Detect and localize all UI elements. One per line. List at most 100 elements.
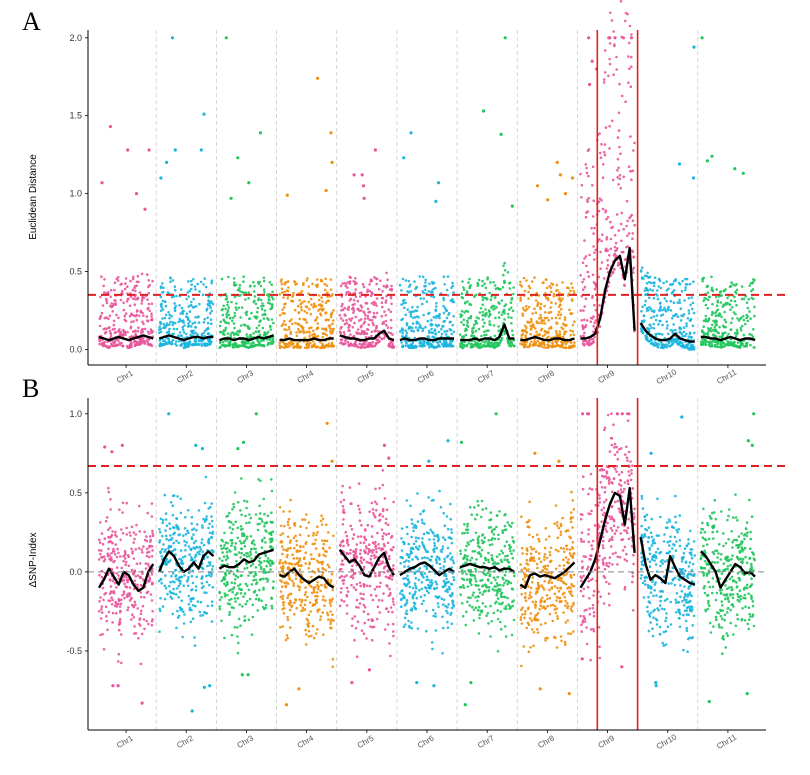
snp-point [738,345,741,348]
snp-point [221,560,224,563]
snp-point [540,303,543,306]
snp-point [752,288,755,291]
snp-point [194,321,197,324]
outlier-point [135,192,138,195]
snp-point [118,330,121,333]
snp-point [310,585,313,588]
snp-point [148,551,151,554]
snp-point [126,502,129,505]
snp-point [702,325,705,328]
snp-point [702,300,705,303]
snp-point [146,315,149,318]
snp-point [706,285,709,288]
snp-point [510,307,513,310]
snp-point [310,576,313,579]
snp-point [179,591,182,594]
snp-point [657,323,660,326]
snp-point [240,592,243,595]
snp-point [123,330,126,333]
snp-point [534,344,537,347]
snp-point [498,342,501,345]
snp-point [206,317,209,320]
snp-point [625,225,628,228]
snp-point [198,344,201,347]
snp-point [321,327,324,330]
snp-point [464,302,467,305]
snp-point [328,566,331,569]
snp-point [119,283,122,286]
snp-point [364,314,367,317]
snp-point [322,344,325,347]
snp-point [107,528,110,531]
snp-point [322,599,325,602]
snp-point [659,280,662,283]
snp-point [254,571,257,574]
snp-point [428,312,431,315]
snp-point [385,324,388,327]
snp-point [180,344,183,347]
snp-point [129,315,132,318]
outlier-point [374,148,377,151]
snp-point [197,316,200,319]
snp-point [588,275,591,278]
snp-point [116,605,119,608]
snp-point [349,276,352,279]
snp-point [288,342,291,345]
snp-point [287,536,290,539]
snp-point [598,304,601,307]
snp-point [472,326,475,329]
snp-point [282,548,285,551]
snp-point [322,554,325,557]
smooth-line-chr5 [340,331,394,340]
snp-point [467,281,470,284]
outlier-point [241,673,244,676]
snp-point [120,662,123,665]
snp-point [138,315,141,318]
snp-point [483,283,486,286]
snp-point [327,564,330,567]
snp-point [741,285,744,288]
snp-point [117,339,120,342]
snp-point [120,603,123,606]
snp-point [391,344,394,347]
snp-point [420,297,423,300]
snp-point [205,476,208,479]
snp-point [255,598,258,601]
snp-point [626,234,629,237]
snp-point [653,297,656,300]
snp-point [239,316,242,319]
snp-point [322,633,325,636]
snp-point [539,314,542,317]
snp-point [98,343,101,346]
snp-point [297,344,300,347]
snp-point [305,633,308,636]
snp-point [428,283,431,286]
snp-point [308,335,311,338]
snp-point [232,528,235,531]
snp-point [316,591,319,594]
snp-point [271,538,274,541]
snp-point [495,306,498,309]
snp-point [715,319,718,322]
snp-point [404,345,407,348]
snp-point [269,338,272,341]
snp-point [247,574,250,577]
snp-point [299,545,302,548]
snp-point [120,598,123,601]
snp-point [406,290,409,293]
snp-point [257,283,260,286]
snp-point [245,603,248,606]
snp-point [231,542,234,545]
snp-point [411,310,414,313]
snp-point [544,322,547,325]
snp-point [110,344,113,347]
snp-point [262,327,265,330]
snp-point [681,346,684,349]
snp-point [293,346,296,349]
snp-point [390,297,393,300]
snp-point [588,254,591,257]
snp-point [312,532,315,535]
snp-point [448,312,451,315]
snp-point [670,344,673,347]
snp-point [679,283,682,286]
